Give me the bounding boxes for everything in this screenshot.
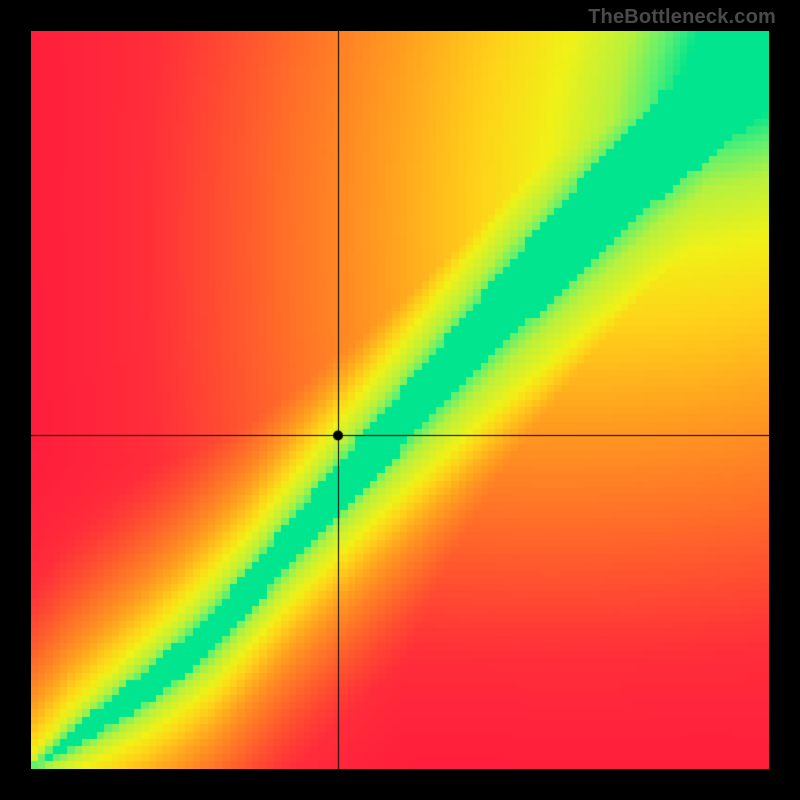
watermark-text: TheBottleneck.com (588, 6, 776, 29)
chart-frame: TheBottleneck.com (0, 0, 800, 800)
bottleneck-heatmap (31, 31, 769, 769)
